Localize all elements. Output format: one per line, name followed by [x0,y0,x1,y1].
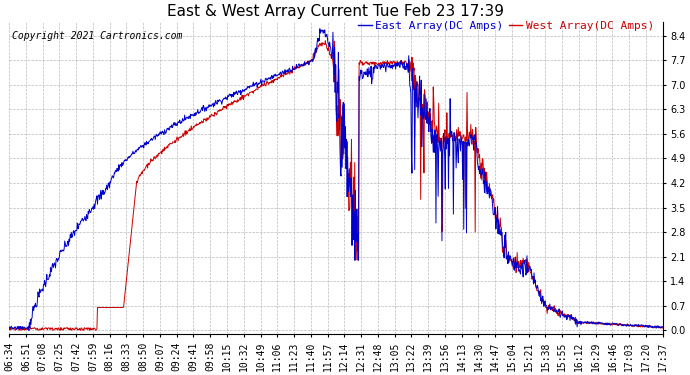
Legend: East Array(DC Amps), West Array(DC Amps): East Array(DC Amps), West Array(DC Amps) [359,21,654,31]
Text: Copyright 2021 Cartronics.com: Copyright 2021 Cartronics.com [12,31,183,41]
Title: East & West Array Current Tue Feb 23 17:39: East & West Array Current Tue Feb 23 17:… [168,4,504,19]
